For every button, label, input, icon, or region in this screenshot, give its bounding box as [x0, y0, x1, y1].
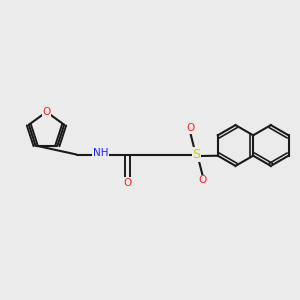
Text: O: O — [123, 178, 132, 188]
Text: O: O — [186, 123, 195, 133]
Text: O: O — [42, 107, 51, 117]
Text: NH: NH — [93, 148, 108, 158]
Text: O: O — [198, 175, 207, 185]
Text: S: S — [193, 148, 200, 161]
